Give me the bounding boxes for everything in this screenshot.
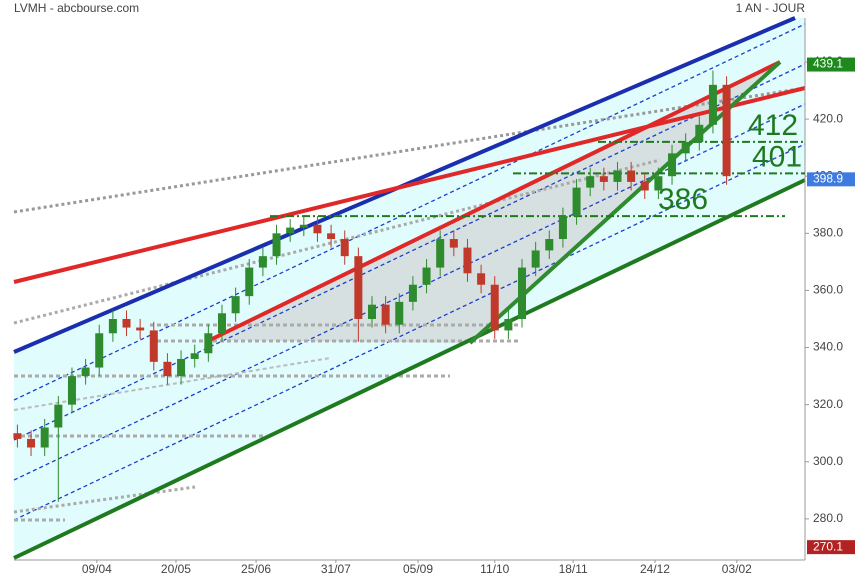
candle-body xyxy=(572,187,581,217)
candle-body xyxy=(654,176,663,191)
candle-body xyxy=(177,358,186,377)
candle-body xyxy=(504,318,513,331)
candle-body xyxy=(54,404,63,428)
candle-body xyxy=(640,181,649,191)
candle-body xyxy=(545,239,554,251)
candle-body xyxy=(272,233,281,257)
candle-body xyxy=(13,433,22,439)
candle-body xyxy=(27,438,36,448)
candle-body xyxy=(477,273,486,285)
price-tag xyxy=(807,540,855,555)
candle-body xyxy=(422,267,431,285)
x-tick-label: 31/07 xyxy=(321,562,351,576)
candle-body xyxy=(149,330,158,362)
candle-body xyxy=(217,313,226,334)
x-tick-label: 11/10 xyxy=(480,562,509,576)
candle-body xyxy=(436,239,445,268)
price-tag xyxy=(807,172,855,187)
candle-body xyxy=(163,361,172,377)
candle-body xyxy=(108,318,117,334)
candle-body xyxy=(67,376,76,405)
level-label: 401 xyxy=(752,140,802,173)
price-tag-label: 270.1 xyxy=(813,539,843,553)
candle-body xyxy=(299,224,308,228)
candle-body xyxy=(122,318,131,328)
candle-body xyxy=(531,250,540,268)
candle-body xyxy=(695,124,704,142)
x-tick-label: 03/02 xyxy=(722,562,752,576)
candle-body xyxy=(95,333,104,368)
level-label: 412 xyxy=(748,109,798,142)
y-tick-label: 420.0 xyxy=(813,111,843,125)
chart-subtitle: 1 AN - JOUR xyxy=(736,1,806,15)
candle-body xyxy=(367,304,376,319)
y-tick-label: 320.0 xyxy=(813,397,843,411)
candle-body xyxy=(613,170,622,182)
candle-body xyxy=(313,224,322,234)
x-tick-label: 05/09 xyxy=(403,562,433,576)
candle-body xyxy=(354,256,363,319)
candle-body xyxy=(722,84,731,177)
candle-body xyxy=(190,353,199,359)
candle-body xyxy=(463,247,472,274)
level-label: 386 xyxy=(658,183,708,216)
candle-body xyxy=(586,176,595,188)
candle-body xyxy=(490,284,499,331)
candle-body xyxy=(408,284,417,302)
y-tick-label: 280.0 xyxy=(813,511,843,525)
y-tick-label: 300.0 xyxy=(813,454,843,468)
candle-body xyxy=(558,216,567,240)
x-tick-label: 25/06 xyxy=(241,562,271,576)
y-tick-label: 340.0 xyxy=(813,340,843,354)
candle-body xyxy=(136,327,145,331)
candle-body xyxy=(81,367,90,377)
candle-body xyxy=(258,256,267,268)
candle-body xyxy=(40,427,49,448)
candle-body xyxy=(518,267,527,319)
candle-body xyxy=(245,267,254,297)
candle-body xyxy=(286,227,295,234)
candle-body xyxy=(327,233,336,240)
x-tick-label: 09/04 xyxy=(82,562,112,576)
candle-body xyxy=(708,84,717,125)
candle-body xyxy=(381,304,390,325)
candle-body xyxy=(681,141,690,154)
candle-body xyxy=(340,239,349,257)
x-tick-label: 24/12 xyxy=(640,562,670,576)
candle-body xyxy=(627,170,636,182)
price-tag xyxy=(807,57,855,72)
candle-body xyxy=(395,301,404,325)
y-tick-label: 360.0 xyxy=(813,283,843,297)
price-tag-label: 398.9 xyxy=(813,172,843,186)
candle-body xyxy=(449,239,458,248)
y-tick-label: 380.0 xyxy=(813,225,843,239)
price-tag-label: 439.1 xyxy=(813,57,843,71)
candle-body xyxy=(599,176,608,182)
x-tick-label: 18/11 xyxy=(559,562,588,576)
x-tick-label: 20/05 xyxy=(161,562,191,576)
chart-title: LVMH - abcbourse.com xyxy=(14,1,139,15)
candle-body xyxy=(668,153,677,177)
candle-body xyxy=(231,296,240,314)
candle-body xyxy=(204,333,213,354)
